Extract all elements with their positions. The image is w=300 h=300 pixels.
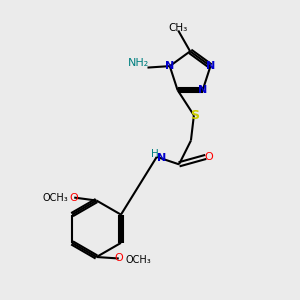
Text: N: N — [206, 61, 215, 71]
Text: OCH₃: OCH₃ — [125, 255, 151, 265]
Text: N: N — [198, 85, 207, 95]
Text: O: O — [204, 152, 213, 162]
Text: CH₃: CH₃ — [169, 22, 188, 32]
Text: O: O — [70, 193, 79, 202]
Text: OCH₃: OCH₃ — [42, 193, 68, 202]
Text: NH₂: NH₂ — [128, 58, 149, 68]
Text: S: S — [190, 109, 199, 122]
Text: O: O — [114, 254, 123, 263]
Text: N: N — [157, 153, 166, 164]
Text: N: N — [165, 61, 174, 71]
Text: H: H — [152, 149, 159, 159]
